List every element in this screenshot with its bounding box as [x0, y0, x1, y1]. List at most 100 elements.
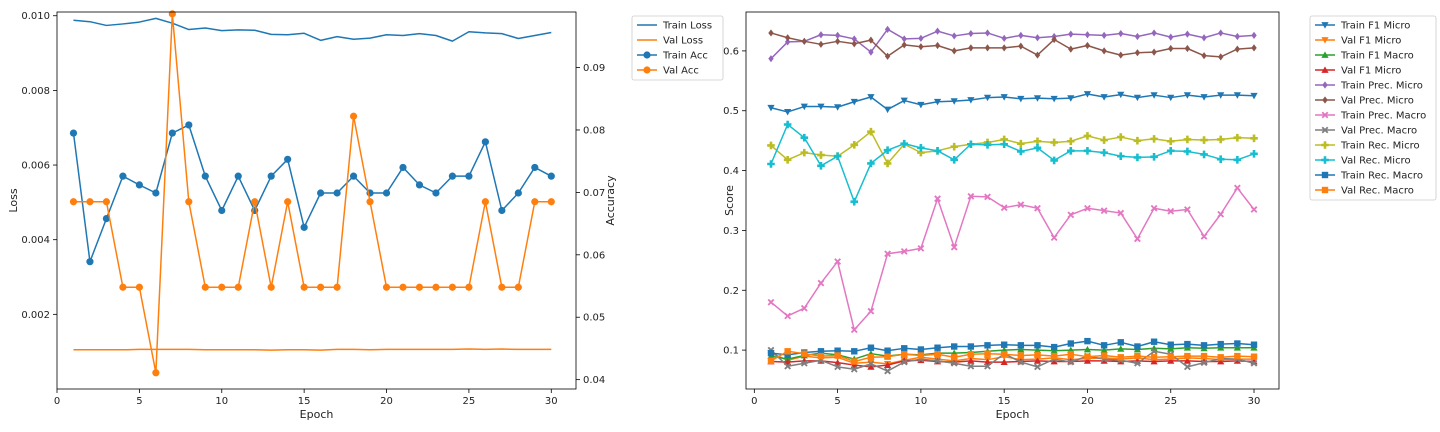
data-point — [801, 37, 807, 45]
data-point — [415, 283, 424, 291]
x-tick-label: 25 — [463, 396, 476, 407]
data-point — [934, 195, 941, 203]
data-point — [917, 244, 925, 252]
data-point — [1066, 137, 1075, 146]
data-point — [234, 172, 242, 180]
y2-tick-label: 0.08 — [583, 125, 605, 136]
data-point — [1134, 359, 1141, 367]
data-point — [547, 198, 555, 206]
legend-label: Val F1 Micro — [1341, 36, 1401, 47]
data-point — [251, 198, 259, 206]
series-line — [770, 28, 1255, 60]
data-point — [967, 357, 975, 364]
data-point — [1000, 358, 1008, 365]
data-point — [1167, 94, 1175, 102]
data-point — [967, 140, 975, 149]
data-point — [234, 283, 242, 291]
series-train-acc — [69, 121, 555, 266]
data-point — [1217, 344, 1225, 351]
legend-item: Val Rec. Macro — [1315, 186, 1414, 197]
x-tick-label: 15 — [298, 396, 311, 407]
y-axis-label: Loss — [7, 188, 20, 212]
data-point — [800, 359, 808, 367]
data-point — [1250, 359, 1258, 367]
data-point — [1134, 32, 1141, 41]
legend-marker — [1321, 51, 1329, 58]
legend-marker — [1321, 22, 1329, 29]
data-point — [135, 283, 143, 291]
data-point — [801, 350, 808, 357]
data-point — [1017, 358, 1025, 366]
data-point — [1118, 51, 1124, 59]
data-point — [1101, 47, 1107, 55]
data-point — [818, 31, 824, 39]
data-point — [399, 283, 407, 291]
data-point — [1183, 357, 1191, 364]
data-point — [984, 362, 991, 370]
data-point — [934, 357, 941, 365]
data-point — [1183, 363, 1191, 371]
data-point — [1150, 153, 1158, 161]
data-point — [1184, 30, 1191, 38]
data-point — [868, 36, 874, 44]
x-tick-label: 5 — [136, 396, 142, 407]
data-point — [1001, 34, 1007, 42]
y2-tick-label: 0.04 — [583, 375, 605, 386]
plot-frame — [745, 11, 1280, 390]
x-tick-label: 5 — [834, 396, 840, 407]
data-point — [951, 343, 958, 350]
series-train-rec-macro — [767, 337, 1258, 359]
y-tick-label: 0.010 — [21, 11, 50, 22]
y2-tick-label: 0.09 — [583, 63, 605, 74]
data-point — [1201, 34, 1207, 42]
y-tick-label: 0.3 — [723, 226, 739, 237]
data-point — [867, 344, 875, 351]
data-point — [267, 283, 275, 291]
data-point — [1018, 42, 1024, 50]
data-point — [1200, 342, 1208, 349]
legend-item: Train Rec. Macro — [1315, 171, 1423, 182]
series-line — [770, 93, 1255, 113]
data-point — [1150, 347, 1158, 355]
data-point — [1150, 135, 1158, 143]
data-point — [1050, 352, 1058, 360]
data-point — [1234, 352, 1241, 360]
data-point — [850, 365, 858, 373]
data-point — [851, 348, 858, 355]
data-point — [883, 159, 892, 168]
data-point — [817, 348, 825, 355]
legend-item: Val F1 Micro — [1315, 66, 1401, 77]
data-point — [1033, 95, 1042, 102]
data-point — [1084, 337, 1091, 345]
x-tick-label: 10 — [915, 396, 928, 407]
data-point — [1184, 44, 1191, 53]
data-point — [1134, 343, 1141, 350]
data-point — [1118, 29, 1124, 38]
data-point — [1233, 156, 1242, 164]
series-line — [72, 124, 552, 263]
data-point — [531, 198, 539, 206]
data-point — [86, 258, 94, 266]
data-point — [1000, 140, 1008, 149]
data-point — [432, 189, 440, 197]
data-point — [1183, 344, 1191, 351]
data-point — [834, 352, 841, 359]
legend-label: Train F1 Micro — [1340, 21, 1410, 32]
data-point — [817, 279, 825, 287]
legend-marker — [1321, 66, 1329, 73]
series-train-f1-micro — [767, 91, 1258, 116]
data-point — [900, 247, 908, 255]
data-point — [1166, 137, 1175, 146]
data-point — [1067, 358, 1075, 366]
series-train-loss — [73, 17, 552, 42]
data-point — [967, 192, 975, 200]
data-point — [767, 160, 775, 168]
data-point — [867, 307, 875, 315]
series-val-acc — [69, 10, 555, 377]
data-point — [767, 104, 775, 112]
data-point — [168, 10, 176, 18]
data-point — [917, 148, 925, 157]
data-point — [300, 283, 308, 291]
data-point — [851, 358, 858, 365]
